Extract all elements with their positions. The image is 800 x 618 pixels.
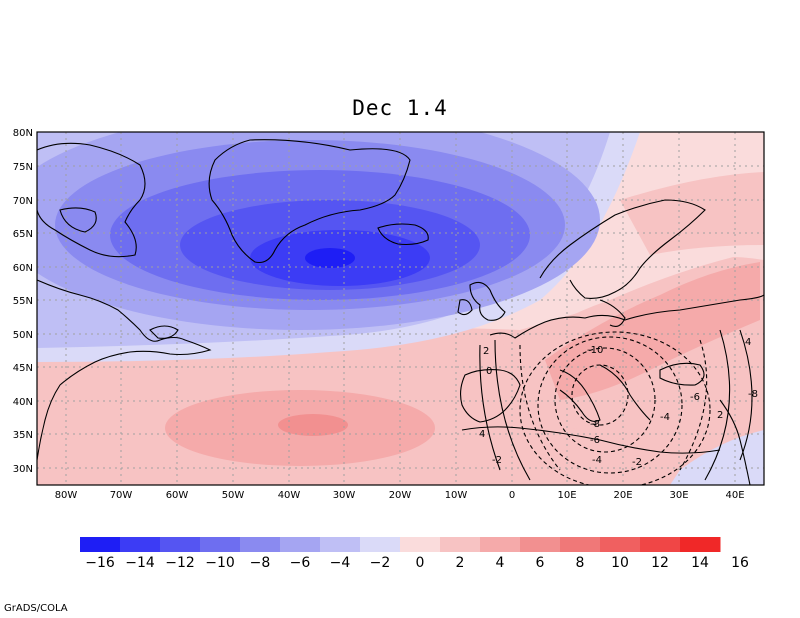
credit-text: GrADS/COLA	[4, 603, 68, 614]
lat-label: 45N	[13, 363, 33, 374]
contour-label: -10	[587, 345, 603, 356]
contour-lines	[479, 329, 753, 485]
colorbar-label: 8	[576, 555, 585, 571]
lat-label: 30N	[13, 464, 33, 475]
colorbar-swatch	[520, 537, 561, 552]
lon-label: 30W	[333, 490, 356, 501]
contour-labels: -10 -8 -6 -4 -2 -2 0 2 4 2 4 -4 -6 -8	[479, 337, 758, 468]
lon-label: 10E	[557, 490, 576, 501]
contour-label: -8	[590, 419, 600, 430]
lon-label: 40W	[278, 490, 301, 501]
colorbar-swatch	[200, 537, 241, 552]
lon-label: 70W	[110, 490, 133, 501]
colorbar-swatch	[640, 537, 681, 552]
colorbar-label: 6	[536, 555, 545, 571]
colorbar-swatch	[600, 537, 641, 552]
lon-label: 0	[509, 490, 515, 501]
coastlines	[37, 139, 764, 485]
colorbar-swatch	[80, 537, 121, 552]
contour-label: -4	[592, 455, 602, 466]
lon-label: 10W	[445, 490, 468, 501]
colorbar-label: −14	[125, 555, 155, 571]
lon-label: 20E	[613, 490, 632, 501]
lon-label: 20W	[389, 490, 412, 501]
lat-label: 50N	[13, 330, 33, 341]
lat-label: 60N	[13, 263, 33, 274]
lat-label: 55N	[13, 296, 33, 307]
lat-label: 80N	[13, 128, 33, 139]
plot-frame	[36, 131, 765, 486]
longitude-axis: 80W 70W 60W 50W 40W 30W 20W 10W 0 10E 20…	[55, 490, 745, 501]
contour-label: 2	[717, 410, 723, 421]
lon-label: 50W	[222, 490, 245, 501]
colorbar-swatch	[680, 537, 721, 552]
lat-label: 75N	[13, 162, 33, 173]
colorbar-swatch	[360, 537, 401, 552]
lon-label: 40E	[725, 490, 744, 501]
colorbar-swatch	[160, 537, 201, 552]
colorbar-label: −10	[205, 555, 235, 571]
contour-label: -4	[660, 412, 670, 423]
contour-label: 4	[745, 337, 751, 348]
colorbar-label: 4	[496, 555, 505, 571]
colorbar-label: 2	[456, 555, 465, 571]
colorbar-label: −16	[85, 555, 115, 571]
colorbar-label: 0	[416, 555, 425, 571]
contour-label: -6	[690, 392, 700, 403]
lat-label: 40N	[13, 397, 33, 408]
lon-label: 30E	[669, 490, 688, 501]
colorbar-label: 16	[731, 555, 749, 571]
lat-label: 35N	[13, 430, 33, 441]
contour-label: -8	[748, 389, 758, 400]
colorbar-swatch	[240, 537, 281, 552]
contour-label: 4	[479, 429, 485, 440]
colorbar-label: −12	[165, 555, 195, 571]
colorbar-swatch	[480, 537, 521, 552]
colorbar-label: 10	[611, 555, 629, 571]
lat-label: 65N	[13, 229, 33, 240]
colorbar-label: 12	[651, 555, 669, 571]
latitude-axis: 80N 75N 70N 65N 60N 55N 50N 45N 40N 35N …	[13, 128, 33, 475]
contour-label: -2	[492, 455, 502, 466]
colorbar-label: −2	[370, 555, 391, 571]
contour-label: 0	[486, 366, 492, 377]
colorbar-swatch	[560, 537, 601, 552]
colorbar-label: −8	[250, 555, 271, 571]
colorbar-label: −6	[290, 555, 311, 571]
colorbar-swatch	[400, 537, 441, 552]
lon-label: 80W	[55, 490, 78, 501]
contour-label: -2	[632, 457, 642, 468]
colorbar-swatch	[120, 537, 161, 552]
colorbar-label: 14	[691, 555, 709, 571]
colorbar	[80, 537, 721, 552]
chart-title: Dec 1.4	[352, 96, 448, 120]
contour-label: -6	[590, 435, 600, 446]
colorbar-swatch	[320, 537, 361, 552]
colorbar-labels: −16 −14 −12 −10 −8 −6 −4 −2 0 2 4 6 8 10 12 14 16	[85, 555, 749, 571]
colorbar-label: −4	[330, 555, 351, 571]
colorbar-swatch	[280, 537, 321, 552]
lat-label: 70N	[13, 196, 33, 207]
colorbar-swatch	[440, 537, 481, 552]
lon-label: 60W	[166, 490, 189, 501]
contour-label: 2	[483, 346, 489, 357]
